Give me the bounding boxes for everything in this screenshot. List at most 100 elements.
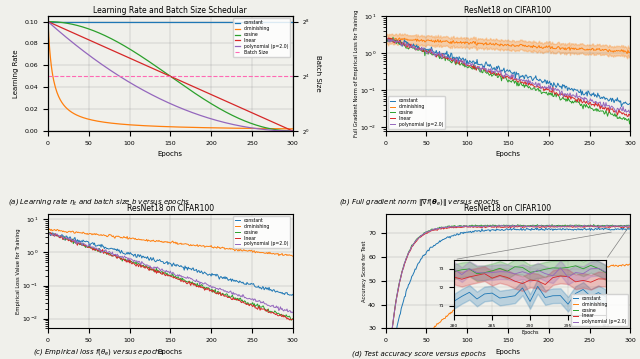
constant: [143, 256, 150, 261]
constant: [271, 19, 278, 24]
diminishing: [609, 264, 616, 268]
linear: [143, 64, 150, 68]
Line: cosine: cosine: [48, 22, 292, 131]
diminishing: [289, 127, 296, 131]
Line: diminishing: diminishing: [48, 22, 292, 129]
polynomial (p=2.0): [589, 224, 596, 228]
polynomial (p=2.0): [546, 223, 554, 227]
linear: [627, 114, 634, 118]
constant: [595, 225, 602, 230]
cosine: [151, 63, 159, 67]
Line: linear: linear: [386, 225, 630, 359]
diminishing: [143, 239, 151, 243]
linear: [481, 67, 489, 72]
polynomial (p=2.0): [271, 128, 278, 132]
diminishing: [481, 42, 488, 46]
polynomial (p=2.0): [382, 34, 390, 39]
cosine: [626, 122, 634, 126]
diminishing: [588, 265, 596, 270]
polynomial (p=2.0): [287, 311, 295, 315]
linear: [609, 109, 617, 113]
cosine: [481, 70, 489, 74]
constant: [588, 92, 596, 96]
Line: linear: linear: [48, 232, 292, 320]
cosine: [287, 318, 295, 322]
polynomial (p=2.0): [481, 224, 488, 228]
cosine: [44, 230, 52, 235]
Legend: constant, diminishing, cosine, linear, polynomial (p=2.0): constant, diminishing, cosine, linear, p…: [388, 96, 445, 129]
linear: [285, 318, 293, 322]
Line: cosine: cosine: [386, 225, 630, 359]
linear: [250, 304, 258, 308]
polynomial (p=2.0): [289, 311, 296, 315]
Legend: constant, diminishing, cosine, linear, polynomial (p=2.0): constant, diminishing, cosine, linear, p…: [233, 216, 291, 248]
Line: polynomial (p=2.0): polynomial (p=2.0): [48, 232, 292, 313]
diminishing: [272, 252, 280, 256]
constant: [609, 96, 616, 101]
Text: (c) Empirical loss $f(\theta_e)$ versus epochs: (c) Empirical loss $f(\theta_e)$ versus …: [33, 347, 165, 357]
cosine: [250, 122, 258, 127]
X-axis label: Epochs: Epochs: [495, 349, 520, 355]
polynomial (p=2.0): [250, 126, 258, 130]
polynomial (p=2.0): [609, 104, 616, 109]
cosine: [589, 107, 596, 111]
polynomial (p=2.0): [271, 305, 278, 309]
polynomial (p=2.0): [549, 87, 557, 91]
cosine: [389, 35, 397, 39]
diminishing: [609, 49, 616, 53]
polynomial (p=2.0): [250, 297, 258, 301]
constant: [588, 227, 596, 232]
Line: cosine: cosine: [386, 37, 630, 124]
diminishing: [549, 270, 557, 274]
constant: [489, 228, 497, 232]
linear: [575, 97, 583, 101]
cosine: [237, 117, 244, 121]
linear: [549, 225, 557, 229]
Y-axis label: Full Gradient Norm of Empirical Loss for Training: Full Gradient Norm of Empirical Loss for…: [353, 10, 358, 137]
polynomial (p=2.0): [44, 19, 52, 24]
polynomial (p=2.0): [211, 118, 219, 122]
cosine: [590, 223, 598, 227]
linear: [211, 291, 219, 295]
Title: ResNet18 on CIFAR100: ResNet18 on CIFAR100: [127, 204, 214, 213]
cosine: [609, 224, 617, 228]
constant: [44, 229, 52, 234]
polynomial (p=2.0): [44, 229, 52, 234]
Y-axis label: Accuracy Score for Test: Accuracy Score for Test: [362, 240, 367, 302]
Line: diminishing: diminishing: [48, 229, 292, 256]
cosine: [490, 73, 497, 77]
constant: [574, 227, 582, 231]
Text: (d) Test accuracy score versus epochs: (d) Test accuracy score versus epochs: [353, 351, 486, 357]
linear: [211, 94, 219, 98]
polynomial (p=2.0): [588, 98, 596, 102]
cosine: [143, 265, 151, 269]
cosine: [549, 224, 557, 228]
constant: [250, 284, 258, 288]
linear: [481, 224, 488, 229]
Line: polynomial (p=2.0): polynomial (p=2.0): [386, 225, 630, 359]
constant: [382, 34, 390, 38]
Line: diminishing: diminishing: [386, 37, 630, 53]
cosine: [44, 19, 52, 24]
constant: [627, 102, 634, 106]
linear: [44, 230, 52, 234]
constant: [271, 289, 278, 293]
diminishing: [574, 47, 582, 51]
polynomial (p=2.0): [151, 94, 159, 98]
polynomial (p=2.0): [289, 129, 296, 133]
constant: [151, 19, 159, 24]
linear: [237, 299, 244, 303]
constant: [549, 228, 557, 233]
constant: [44, 19, 52, 24]
diminishing: [44, 227, 52, 232]
linear: [589, 103, 596, 107]
Title: Learning Rate and Batch Size Schedular: Learning Rate and Batch Size Schedular: [93, 6, 247, 15]
cosine: [574, 223, 582, 227]
cosine: [237, 299, 245, 303]
constant: [211, 272, 219, 276]
constant: [289, 19, 296, 24]
polynomial (p=2.0): [609, 224, 617, 228]
linear: [237, 106, 244, 110]
linear: [609, 224, 617, 229]
diminishing: [626, 262, 634, 266]
